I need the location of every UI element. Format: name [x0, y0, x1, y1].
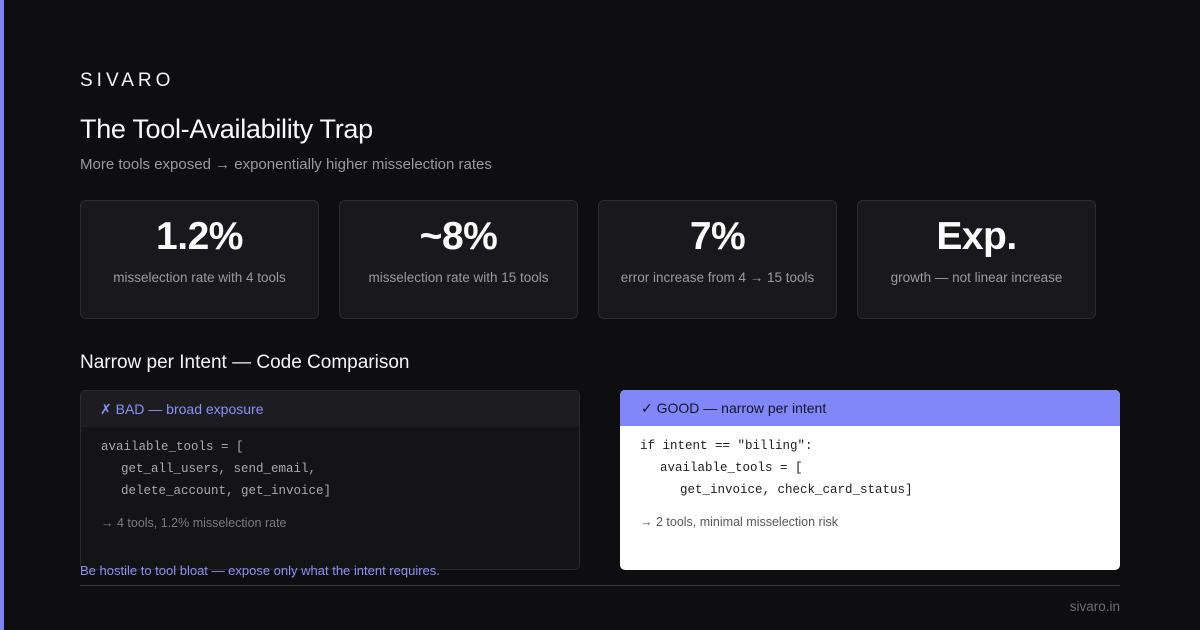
stat-label: misselection rate with 15 tools [368, 270, 549, 285]
code-line: available_tools = [ [101, 440, 244, 454]
stat-label: growth — not linear increase [890, 270, 1063, 285]
code-line: available_tools = [ [660, 461, 803, 475]
good-code-panel: ✓ GOOD — narrow per intent if intent == … [620, 390, 1120, 570]
stat-value: 1.2% [156, 215, 243, 258]
good-code-block: if intent == "billing": available_tools … [620, 426, 1120, 501]
section-title: Narrow per Intent — Code Comparison [80, 352, 410, 373]
good-panel-header: ✓ GOOD — narrow per intent [620, 390, 1120, 426]
accent-bar [0, 0, 4, 630]
stats-row: 1.2% misselection rate with 4 tools ~8% … [80, 200, 1096, 319]
code-line: if intent == "billing": [640, 439, 813, 453]
stat-card: ~8% misselection rate with 15 tools [339, 200, 578, 319]
code-line: get_all_users, send_email, [121, 462, 317, 476]
bad-panel-header: ✗ BAD — broad exposure [81, 391, 579, 427]
page-title: The Tool-Availability Trap [80, 114, 373, 144]
stat-label: error increase from 4 → 15 tools [620, 270, 815, 285]
code-line: delete_account, get_invoice] [121, 484, 332, 498]
stat-label: misselection rate with 4 tools [113, 270, 286, 285]
divider [80, 585, 1120, 586]
stat-card: 7% error increase from 4 → 15 tools [598, 200, 837, 319]
stat-value: Exp. [936, 215, 1017, 258]
caption: Be hostile to tool bloat — expose only w… [80, 563, 440, 578]
stat-value: ~8% [419, 215, 498, 258]
bad-code-block: available_tools = [ get_all_users, send_… [81, 427, 579, 502]
stat-value: 7% [689, 215, 746, 258]
stat-card: 1.2% misselection rate with 4 tools [80, 200, 319, 319]
brand-logo: SIVARO [80, 70, 175, 91]
good-note: → 2 tools, minimal misselection risk [640, 515, 838, 529]
page-subtitle: More tools exposed → exponentially highe… [80, 156, 492, 173]
bad-note: → 4 tools, 1.2% misselection rate [101, 516, 287, 530]
footer-url: sivaro.in [1069, 599, 1120, 614]
bad-code-panel: ✗ BAD — broad exposure available_tools =… [80, 390, 580, 570]
stat-card: Exp. growth — not linear increase [857, 200, 1096, 319]
code-line: get_invoice, check_card_status] [680, 483, 913, 497]
